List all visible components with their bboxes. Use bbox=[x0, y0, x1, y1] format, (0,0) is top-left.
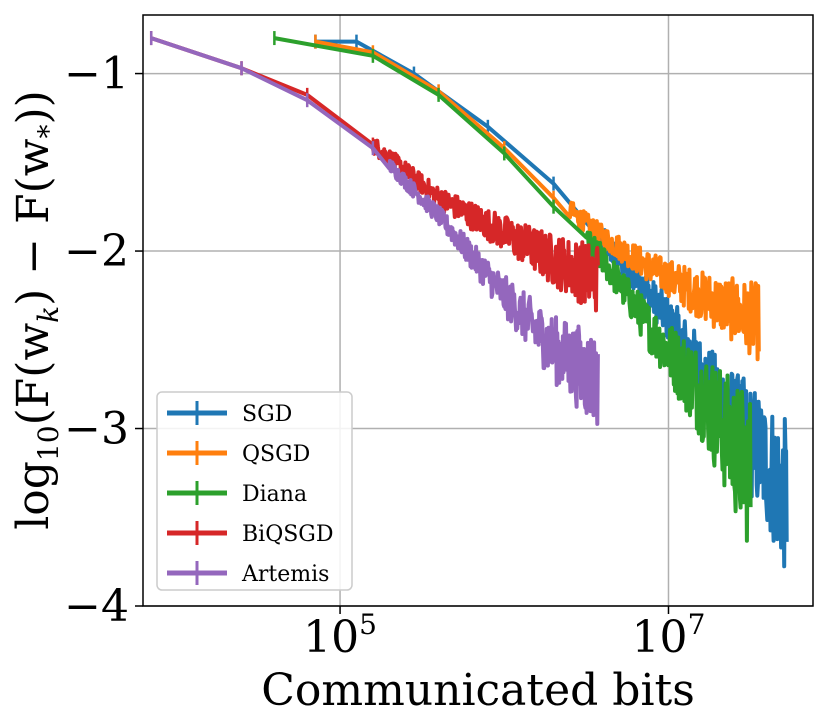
legend-item-artemis: Artemis bbox=[167, 561, 329, 587]
legend-label: Diana bbox=[242, 482, 307, 507]
series-qsgd bbox=[314, 34, 761, 362]
y-tick-label: −1 bbox=[64, 49, 129, 100]
y-label-sub: 10 bbox=[32, 425, 65, 461]
x-tick-exponent: 7 bbox=[688, 608, 706, 641]
x-tick-label: 105 bbox=[303, 608, 377, 663]
y-tick-label: −4 bbox=[64, 581, 129, 632]
x-tick-label: 107 bbox=[632, 608, 706, 663]
y-label-star: * bbox=[32, 125, 65, 139]
legend-label: QSGD bbox=[242, 442, 310, 467]
y-label-mid: ) − F(w bbox=[8, 138, 59, 306]
x-tick-base: 10 bbox=[303, 612, 359, 663]
series-artemis bbox=[149, 31, 600, 426]
legend: SGD QSGD Diana BiQSGD Artemis bbox=[156, 391, 353, 591]
series-line-qsgd bbox=[315, 39, 761, 362]
y-label-log: log bbox=[8, 461, 59, 530]
legend-label: SGD bbox=[242, 402, 292, 427]
y-tick-label: −3 bbox=[64, 404, 129, 455]
legend-item-biqsgd: BiQSGD bbox=[167, 521, 334, 547]
series-line-biqsgd bbox=[150, 36, 600, 313]
y-label-end: )) bbox=[8, 90, 59, 124]
y-label-rest: (F(w bbox=[8, 323, 59, 426]
plot-frame bbox=[142, 14, 814, 607]
legend-item-diana: Diana bbox=[167, 481, 307, 507]
legend-label: Artemis bbox=[241, 562, 329, 587]
y-axis-ticks: −1 −2 −3 −4 bbox=[64, 49, 143, 632]
x-axis-ticks: 105 107 bbox=[303, 606, 705, 663]
x-tick-base: 10 bbox=[632, 612, 688, 663]
series-diana bbox=[273, 31, 753, 543]
series-layer bbox=[149, 31, 789, 569]
legend-box bbox=[156, 391, 353, 591]
y-tick-label: −2 bbox=[64, 226, 129, 277]
y-label-k: k bbox=[32, 306, 65, 323]
series-line-artemis bbox=[150, 36, 600, 426]
y-axis-label: log10(F(wk) − F(w*)) bbox=[8, 90, 65, 530]
series-line-diana bbox=[274, 36, 753, 543]
legend-item-sgd: SGD bbox=[167, 401, 292, 427]
x-axis-label: Communicated bits bbox=[261, 665, 695, 716]
legend-label: BiQSGD bbox=[242, 522, 334, 547]
x-tick-exponent: 5 bbox=[359, 608, 377, 641]
legend-item-qsgd: QSGD bbox=[167, 441, 310, 467]
